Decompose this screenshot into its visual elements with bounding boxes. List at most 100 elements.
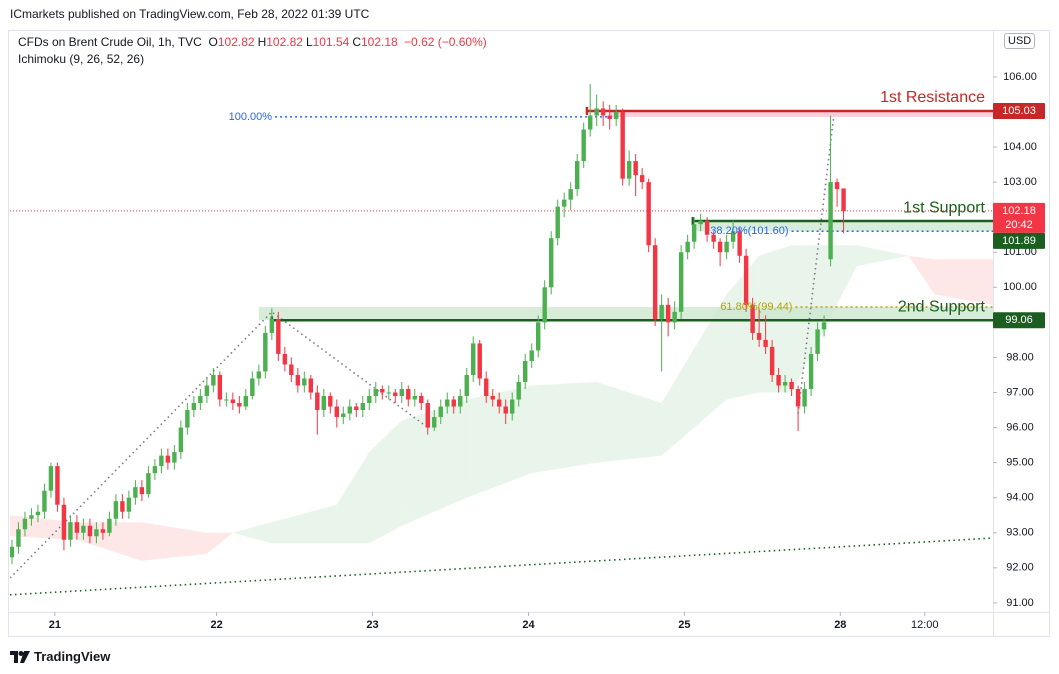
plot — [10, 83, 993, 596]
candle-body — [821, 322, 827, 330]
symbol: CFDs on Brent Crude Oil, 1h, TVC — [18, 35, 202, 49]
change: −0.62 (−0.60%) — [404, 35, 487, 49]
candle-body — [35, 511, 41, 516]
support-price-box — [993, 232, 1045, 249]
candle-body — [594, 108, 599, 116]
candle-body — [717, 241, 723, 253]
y-tick-label: 103.00 — [1003, 176, 1037, 188]
support2-price-box — [993, 312, 1045, 329]
candle-body — [250, 378, 255, 397]
candle-body — [607, 115, 612, 120]
ichimoku-cloud — [596, 381, 662, 463]
candle-body — [451, 399, 456, 407]
watermark-text: TradingView — [34, 649, 111, 664]
candle-body — [828, 182, 833, 260]
candle-body — [587, 115, 593, 130]
resistance-price-label: 105.03 — [1002, 105, 1036, 117]
ichimoku-cloud — [10, 515, 77, 540]
candle-body — [763, 339, 768, 347]
candle-body — [360, 403, 365, 411]
candle-body — [795, 388, 801, 407]
candle-body — [691, 224, 697, 242]
currency[interactable]: USD — [1004, 33, 1036, 49]
ichimoku-cloud — [141, 522, 207, 561]
ichimoku-cloud — [271, 504, 337, 544]
level-name: 1st Resistance — [880, 89, 985, 106]
candle-body — [471, 343, 476, 375]
candle-body — [178, 427, 184, 453]
x-tick-label: 25 — [678, 619, 690, 631]
ohlc-value: 102.82 — [266, 35, 303, 49]
ohlc-label: C — [352, 35, 361, 49]
candle-body — [61, 504, 67, 540]
x-tick-label: 22 — [210, 619, 222, 631]
candle-body — [159, 455, 164, 467]
candle-body — [574, 161, 580, 190]
candle-body — [328, 396, 333, 407]
ohlc: O102.82 H102.82 L101.54 C102.18 — [209, 35, 401, 49]
candle-body — [321, 396, 327, 411]
candle-body — [497, 399, 502, 407]
candle-body — [289, 364, 294, 375]
ichimoku-cloud — [76, 522, 142, 561]
candle-body — [516, 381, 521, 400]
candle-body — [633, 161, 638, 176]
support-price-label: 101.89 — [1002, 235, 1036, 247]
trend-line — [10, 537, 993, 596]
candle-body — [373, 388, 378, 397]
candle-body — [185, 410, 190, 428]
candle-body — [55, 466, 60, 505]
candle-body — [146, 473, 151, 495]
ohlc-label: H — [257, 35, 267, 49]
candle-body — [172, 452, 177, 463]
candle-body — [412, 396, 417, 400]
candle-body — [568, 189, 573, 200]
y-tick-label: 101.00 — [1003, 246, 1037, 258]
candle-body — [756, 332, 762, 340]
candle-body — [698, 220, 703, 225]
candle-body — [438, 406, 443, 418]
candle-body — [133, 487, 138, 498]
y-tick-label: 96.00 — [1006, 421, 1034, 433]
candle-body — [16, 529, 21, 547]
support2-price-label: 99.06 — [1005, 314, 1033, 326]
ichimoku-cloud — [908, 255, 935, 295]
ohlc-value: 101.54 — [312, 35, 350, 49]
candle-body — [211, 374, 216, 386]
ohlc-value: 102.82 — [217, 35, 255, 49]
last-price-label: 102.18 — [1002, 205, 1036, 217]
candle-body — [613, 111, 619, 120]
candle-body — [198, 396, 203, 404]
y-tick-label: 95.00 — [1006, 457, 1034, 469]
y-tick-label: 100.00 — [1003, 281, 1037, 293]
fib-label: 61.80%(99.44) — [720, 301, 792, 313]
candle-body — [503, 406, 508, 414]
candle-body — [341, 413, 346, 418]
candle-body — [743, 255, 749, 305]
ichimoku-cloud — [934, 259, 993, 305]
ichimoku-cloud — [232, 522, 272, 544]
candle-body — [711, 234, 716, 242]
candle-body — [406, 388, 411, 400]
trend-line — [797, 115, 835, 414]
candle-body — [68, 522, 73, 540]
x-tick-label: 24 — [522, 619, 535, 631]
ohlc-value: 102.18 — [361, 35, 398, 49]
candle-body — [484, 378, 489, 397]
candle-body — [672, 311, 677, 323]
x-tick-label: 12:00 — [911, 619, 939, 631]
candle-body — [704, 220, 710, 235]
candle-body — [10, 546, 15, 558]
candle-body — [107, 518, 112, 533]
candle-body — [48, 466, 54, 491]
x-tick-label: 28 — [834, 619, 846, 631]
y-tick-label: 94.00 — [1006, 492, 1034, 504]
candle-body — [42, 490, 47, 512]
candle-body — [217, 374, 223, 400]
candle-body — [561, 199, 567, 207]
candle-body — [354, 406, 359, 411]
ichimoku-cloud — [206, 532, 233, 554]
resistance-price-box — [993, 102, 1045, 119]
